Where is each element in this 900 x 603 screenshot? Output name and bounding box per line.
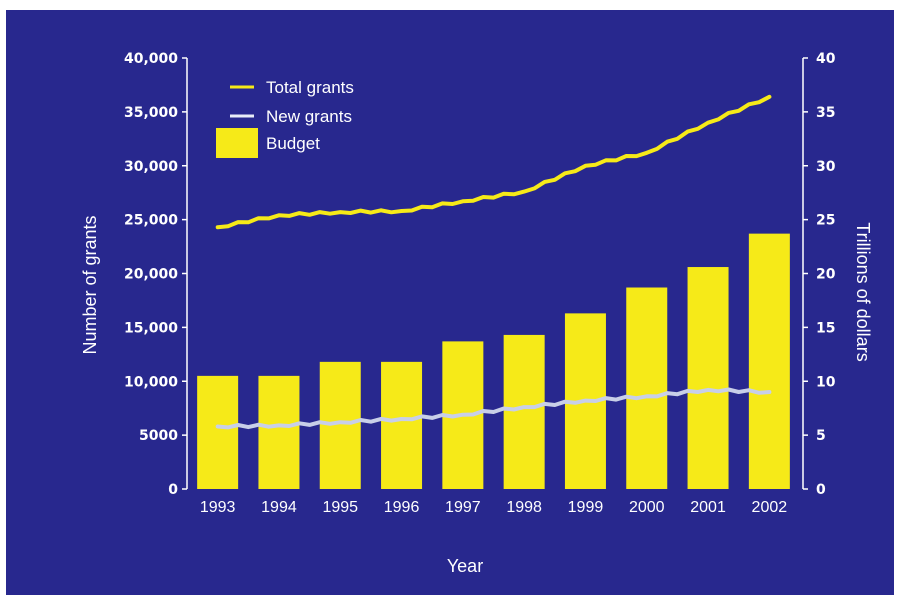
total-grants-line xyxy=(215,94,772,230)
x-tick-label-1996: 1996 xyxy=(384,499,420,516)
right-tick-label: 0 xyxy=(816,482,826,498)
budget-bar-2002 xyxy=(748,233,790,489)
budget-bar-1993 xyxy=(197,375,239,489)
total-grants-line-point-1994 xyxy=(277,213,281,217)
right-tick-label: 15 xyxy=(816,320,835,336)
x-tick-label-1998: 1998 xyxy=(506,499,542,516)
x-tick-label-1993: 1993 xyxy=(200,499,236,516)
new-grants-line-point-1994 xyxy=(277,423,281,428)
budget-bar-1996 xyxy=(381,361,423,489)
total-grants-line-point-1996 xyxy=(399,209,404,213)
budget-bar-2001 xyxy=(687,267,729,489)
left-tick-label: 0 xyxy=(168,482,178,498)
total-grants-line-point-1999 xyxy=(583,164,588,168)
right-tick-label: 5 xyxy=(816,428,826,444)
x-tick-label-1997: 1997 xyxy=(445,499,481,516)
new-grants-line-point-1997 xyxy=(461,413,465,417)
left-tick-label: 10,000 xyxy=(124,374,178,390)
legend: Total grants New grants Budget xyxy=(216,78,354,158)
right-tick-label: 40 xyxy=(816,51,836,67)
left-tick-label: 15,000 xyxy=(124,320,178,336)
left-tick-label: 35,000 xyxy=(124,105,178,121)
budget-bar-2000 xyxy=(626,287,668,489)
total-grants-line-point-1993 xyxy=(216,225,220,229)
left-axis-title: Number of grants xyxy=(80,215,100,354)
new-grants-line-point-1996 xyxy=(399,417,404,421)
legend-label-budget: Budget xyxy=(266,134,320,153)
new-grants-line xyxy=(215,387,772,430)
legend-label-new-grants: New grants xyxy=(266,107,352,126)
left-tick-label: 5000 xyxy=(139,428,178,444)
total-grants-line-point-2000 xyxy=(645,151,649,155)
legend-label-total-grants: Total grants xyxy=(266,78,354,97)
left-tick-label: 20,000 xyxy=(124,267,178,283)
x-tick-label-2000: 2000 xyxy=(629,499,665,516)
budget-bar-1995 xyxy=(319,361,361,489)
left-tick-label: 30,000 xyxy=(124,159,178,175)
left-tick-label: 25,000 xyxy=(124,213,178,229)
right-tick-label: 35 xyxy=(816,105,835,121)
x-tick-label-2001: 2001 xyxy=(690,499,726,516)
total-grants-line-point-2002 xyxy=(767,95,771,99)
new-grants-line-point-2002 xyxy=(767,390,771,394)
x-tick-label-1999: 1999 xyxy=(568,499,604,516)
budget-bar-1994 xyxy=(258,375,300,489)
x-tick-label-1994: 1994 xyxy=(261,499,297,516)
right-axis-title: Trillions of dollars xyxy=(853,222,873,361)
x-axis-title: Year xyxy=(447,556,483,576)
total-grants-line-point-1995 xyxy=(338,210,342,214)
right-tick-label: 10 xyxy=(816,374,836,390)
budget-bar-1998 xyxy=(503,334,545,489)
new-grants-line-point-2001 xyxy=(706,388,710,392)
x-tick-label-1995: 1995 xyxy=(322,499,358,516)
new-grants-line-point-1995 xyxy=(338,420,342,424)
left-tick-label: 40,000 xyxy=(124,51,178,67)
new-grants-line-point-1999 xyxy=(583,399,588,403)
new-grants-line-point-1993 xyxy=(216,424,220,429)
new-grants-line-point-2000 xyxy=(645,394,649,398)
right-tick-label: 30 xyxy=(816,159,836,175)
total-grants-line-point-1997 xyxy=(461,199,465,203)
x-tick-label-2002: 2002 xyxy=(752,499,788,516)
right-tick-label: 25 xyxy=(816,213,835,229)
total-grants-line-point-1998 xyxy=(522,190,526,194)
total-grants-line-point-2001 xyxy=(706,121,710,125)
new-grants-line-point-1998 xyxy=(522,405,526,409)
legend-swatch-budget xyxy=(216,128,258,158)
right-tick-label: 20 xyxy=(816,267,836,283)
